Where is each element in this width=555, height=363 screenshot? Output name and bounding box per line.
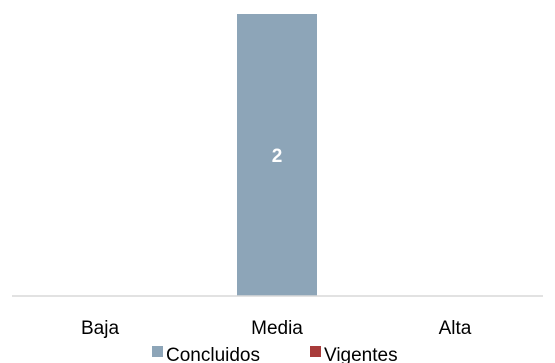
data-label: 2 (272, 146, 283, 167)
legend-label-concluidos: Concluidos (166, 345, 260, 363)
x-tick-labels: Baja Media Alta (81, 318, 472, 339)
bars-group: 2 (237, 14, 317, 296)
bar-concluidos-media (237, 14, 317, 296)
x-tick-label: Media (251, 318, 303, 339)
x-tick-label: Baja (81, 318, 119, 339)
legend-swatch-concluidos (152, 346, 163, 357)
legend-swatch-vigentes (310, 346, 321, 357)
x-tick-label: Alta (439, 318, 472, 339)
legend: Concluidos Vigentes (152, 345, 398, 363)
legend-label-vigentes: Vigentes (324, 345, 398, 363)
